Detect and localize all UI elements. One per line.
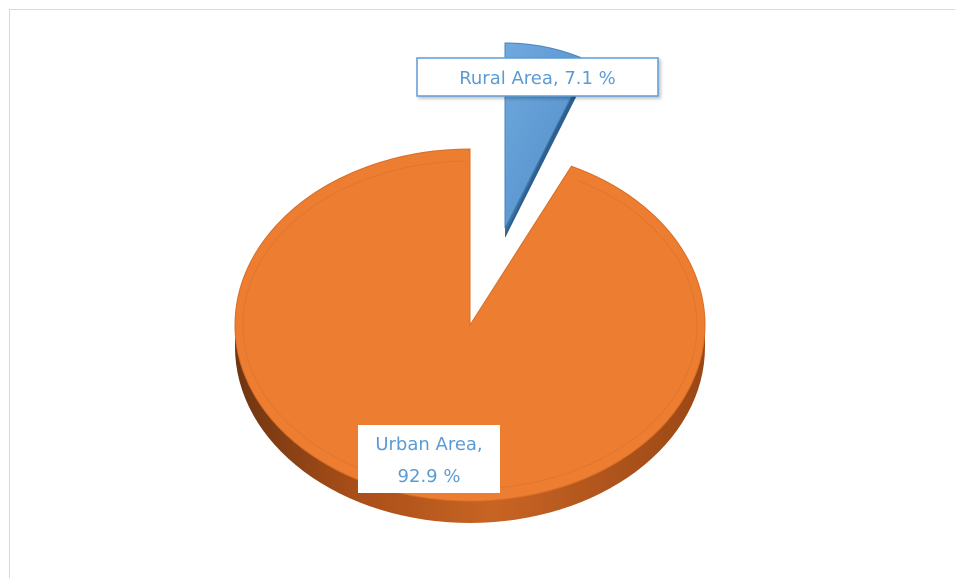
data-label-rural: Rural Area, 7.1 %: [416, 57, 659, 97]
data-label-text-urban: Urban Area,: [375, 434, 482, 455]
data-label-text-urban: 92.9 %: [398, 466, 461, 487]
slice-rural-side: [505, 61, 590, 238]
data-label-box-rural: [416, 57, 659, 97]
slice-urban-area[interactable]: [234, 148, 706, 502]
chart-area: [9, 9, 955, 578]
data-label-urban: Urban Area, 92.9 %: [358, 425, 500, 493]
data-label-text-rural: Rural Area, 7.1 %: [459, 68, 616, 89]
data-label-box-urban: [358, 425, 500, 493]
